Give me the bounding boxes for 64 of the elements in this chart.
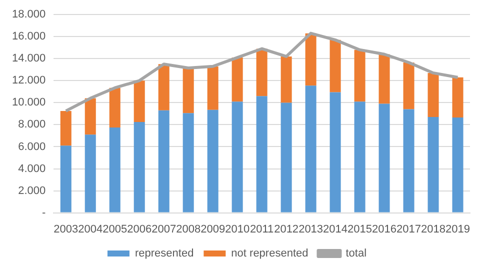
bar bbox=[158, 64, 170, 110]
bar bbox=[403, 109, 414, 212]
bar bbox=[158, 110, 170, 212]
x-tick-label: 2010 bbox=[225, 223, 250, 236]
y-tick-label: 8.000 bbox=[18, 118, 46, 131]
legend-label: total bbox=[346, 248, 367, 260]
x-tick-label: 2003 bbox=[54, 223, 78, 236]
legend-label: represented bbox=[134, 248, 194, 260]
x-tick-label: 2018 bbox=[421, 223, 446, 236]
bar bbox=[428, 117, 439, 212]
y-tick-label: 10.000 bbox=[12, 96, 46, 109]
bar bbox=[256, 96, 268, 212]
bar bbox=[330, 40, 341, 92]
bar bbox=[354, 50, 366, 102]
bar bbox=[305, 86, 316, 212]
x-tick-label: 2016 bbox=[372, 223, 397, 236]
bar bbox=[109, 127, 120, 212]
bar bbox=[84, 134, 96, 212]
y-tick-label: 12.000 bbox=[12, 74, 46, 87]
bar bbox=[60, 110, 72, 146]
y-tick-label: 4.000 bbox=[18, 162, 46, 175]
x-tick-label: 2005 bbox=[102, 223, 128, 236]
y-tick-label: 2.000 bbox=[18, 184, 46, 197]
bar bbox=[207, 110, 218, 212]
x-tick-label: 2011 bbox=[250, 223, 274, 236]
x-tick-label: 2012 bbox=[274, 223, 299, 236]
bar bbox=[428, 72, 439, 118]
x-tick-label: 2013 bbox=[298, 223, 324, 236]
x-tick-label: 2008 bbox=[176, 223, 201, 236]
x-tick-label: 2004 bbox=[78, 223, 103, 236]
bar bbox=[403, 62, 414, 110]
legend-label: not represented bbox=[231, 248, 308, 260]
x-tick-label: 2007 bbox=[152, 223, 176, 236]
bar bbox=[280, 56, 292, 103]
bar bbox=[330, 92, 341, 212]
bar bbox=[60, 146, 72, 212]
bar bbox=[109, 88, 120, 128]
x-tick-label: 2006 bbox=[127, 223, 152, 236]
bar bbox=[84, 98, 96, 135]
y-tick-label: 14.000 bbox=[12, 52, 46, 65]
bar bbox=[232, 102, 243, 212]
x-tick-label: 2019 bbox=[446, 223, 470, 236]
bar bbox=[452, 77, 464, 118]
x-tick-label: 2014 bbox=[323, 223, 348, 236]
bar bbox=[207, 66, 218, 110]
bar bbox=[256, 48, 268, 96]
bar bbox=[354, 102, 366, 212]
bar bbox=[182, 113, 194, 212]
bar bbox=[182, 68, 194, 114]
bar bbox=[305, 33, 316, 86]
y-tick-label: 16.000 bbox=[12, 30, 46, 43]
bar bbox=[452, 118, 464, 212]
y-tick-label: 18.000 bbox=[12, 8, 46, 21]
bar bbox=[378, 104, 390, 212]
y-tick-label: - bbox=[42, 206, 46, 219]
bar bbox=[378, 54, 390, 104]
bar bbox=[232, 58, 243, 102]
x-tick-label: 2015 bbox=[348, 223, 372, 236]
bar bbox=[280, 102, 292, 212]
bar bbox=[134, 80, 145, 122]
y-tick-label: 6.000 bbox=[18, 140, 46, 153]
bar bbox=[134, 122, 145, 212]
x-tick-label: 2009 bbox=[200, 223, 226, 236]
x-tick-label: 2017 bbox=[396, 223, 422, 236]
